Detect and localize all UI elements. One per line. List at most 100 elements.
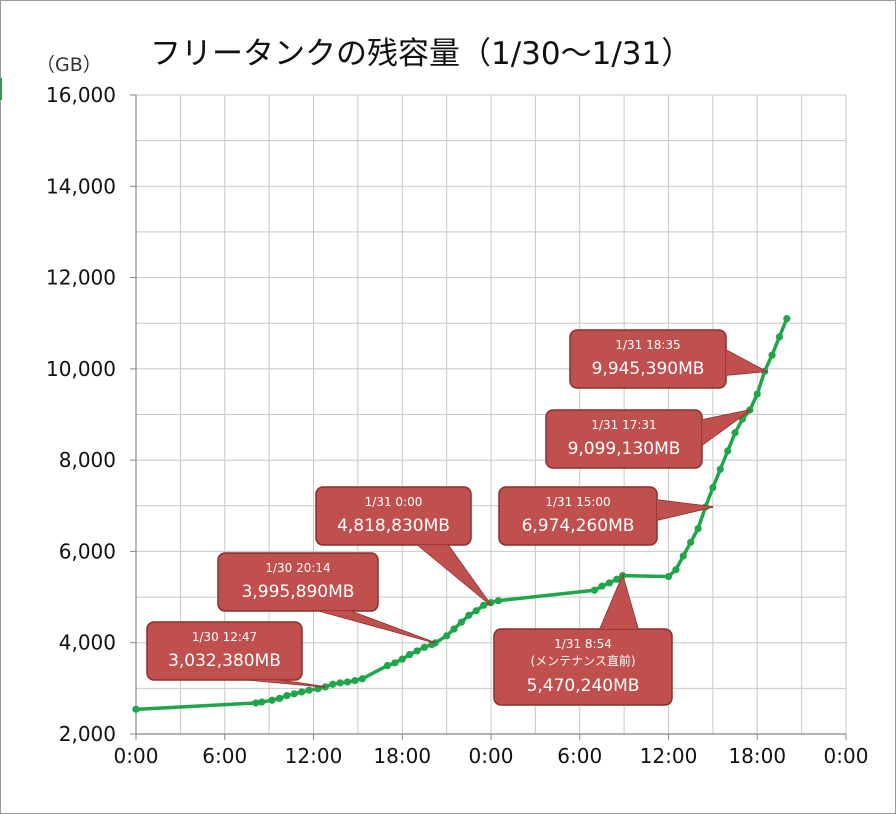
callout-time-label: 1/31 0:00 <box>365 495 423 509</box>
callout-pointer-fill <box>320 611 436 643</box>
data-point <box>480 601 488 609</box>
data-point <box>709 483 717 492</box>
y-tick-labels: 2,000 4,000 6,000 8,000 10,000 12,000 14,000 16… <box>46 83 116 746</box>
data-point <box>605 579 613 587</box>
axes <box>130 94 847 740</box>
data-point <box>672 566 680 574</box>
y-tick-label: 12,000 <box>46 266 116 290</box>
x-tick-labels: 0:00 6:00 12:00 18:00 0:00 6:00 12:00 18:00 0:00 <box>114 744 869 768</box>
data-point <box>358 675 366 683</box>
callout-value-label: 4,818,830MB <box>337 516 450 536</box>
callout-note: (メンテナンス直前) <box>530 653 635 668</box>
callout-pointer-fill <box>418 545 491 606</box>
data-point <box>383 661 392 670</box>
data-point <box>343 678 352 686</box>
x-tick-label: 6:00 <box>557 744 602 768</box>
x-tick-label: 0:00 <box>469 744 514 768</box>
data-point <box>694 525 702 533</box>
callout-value-label: 3,032,380MB <box>168 651 281 671</box>
data-point <box>298 688 306 696</box>
annotation-callouts: 1/30 12:47 3,032,380MB 1/30 20:14 3,995,890… <box>146 329 769 706</box>
callout-value-label: 3,995,890MB <box>242 582 355 602</box>
data-point <box>132 705 140 713</box>
callout-box <box>146 621 303 681</box>
callout-value-label: 6,974,260MB <box>522 516 635 536</box>
callout: 1/30 12:47 3,032,380MB <box>146 621 326 688</box>
edge-marker <box>0 78 2 100</box>
callout: 1/31 8:54 (メンテナンス直前) 5,470,240MB <box>493 573 673 706</box>
data-point <box>731 429 739 437</box>
y-axis-unit-label: （GB） <box>36 54 102 76</box>
data-series <box>132 315 791 713</box>
callout-time-label: 1/31 15:00 <box>545 495 610 509</box>
callout-pointer-fill <box>726 350 766 375</box>
callout-value-label: 5,470,240MB <box>527 676 640 696</box>
callout-time-label: 1/31 17:31 <box>591 418 656 432</box>
y-tick-label: 14,000 <box>46 174 116 198</box>
callout-box <box>217 552 379 612</box>
callout: 1/31 17:31 9,099,130MB <box>545 409 751 469</box>
callout-pointer-fill <box>702 409 751 445</box>
data-point <box>398 655 406 663</box>
data-point <box>283 692 291 700</box>
callout-pointer-fill <box>657 500 713 520</box>
x-tick-label: 18:00 <box>373 744 431 768</box>
y-tick-label: 10,000 <box>46 357 116 381</box>
callout-pointer-fill <box>250 680 326 687</box>
y-tick-label: 6,000 <box>59 539 116 563</box>
y-tick-label: 4,000 <box>59 631 116 655</box>
data-point <box>329 680 337 688</box>
data-point <box>268 696 276 704</box>
x-tick-label: 18:00 <box>728 744 786 768</box>
data-point <box>716 465 724 473</box>
data-point <box>290 690 298 698</box>
y-tick-label: 2,000 <box>59 722 116 746</box>
data-point <box>613 575 621 583</box>
callout: 1/31 18:35 9,945,390MB <box>569 329 769 389</box>
data-point <box>753 390 761 398</box>
data-point <box>783 315 791 323</box>
data-point <box>351 676 359 685</box>
data-point <box>275 694 284 702</box>
data-point <box>391 659 399 667</box>
y-tick-label: 16,000 <box>46 83 116 107</box>
data-point <box>252 699 260 707</box>
callout-box <box>493 628 673 706</box>
data-point <box>590 586 599 594</box>
data-point <box>336 679 344 687</box>
callout-time-label: 1/30 20:14 <box>265 561 330 575</box>
data-point <box>321 683 329 691</box>
callout-time-label: 1/31 8:54 <box>554 637 612 651</box>
data-point <box>420 643 429 651</box>
data-point <box>598 582 606 590</box>
data-point <box>465 611 473 619</box>
callout: 1/31 0:00 4,818,830MB <box>315 486 492 606</box>
data-point <box>679 552 687 560</box>
data-point <box>664 572 673 581</box>
data-point <box>413 647 421 655</box>
x-tick-label: 12:00 <box>640 744 698 768</box>
callout-box <box>315 486 472 546</box>
data-point <box>258 698 266 706</box>
data-point <box>406 650 414 659</box>
x-tick-label: 0:00 <box>824 744 869 768</box>
data-point <box>457 618 466 626</box>
callout: 1/31 15:00 6,974,260MB <box>498 486 714 546</box>
data-point <box>687 538 695 546</box>
chart-title: フリータンクの残容量（1/30〜1/31） <box>150 36 693 72</box>
callout-pointer-fill <box>600 575 638 629</box>
data-point <box>724 447 732 455</box>
data-point <box>768 351 776 359</box>
data-point <box>450 625 458 633</box>
callout: 1/30 20:14 3,995,890MB <box>217 552 436 644</box>
x-tick-label: 0:00 <box>114 744 159 768</box>
data-point <box>305 686 313 694</box>
callout-time-label: 1/31 18:35 <box>615 338 680 352</box>
x-tick-label: 12:00 <box>285 744 343 768</box>
callout-value-label: 9,945,390MB <box>592 359 705 379</box>
callout-value-label: 9,099,130MB <box>568 439 681 459</box>
y-tick-label: 8,000 <box>59 448 116 472</box>
data-point <box>472 607 480 615</box>
data-point <box>494 597 502 605</box>
